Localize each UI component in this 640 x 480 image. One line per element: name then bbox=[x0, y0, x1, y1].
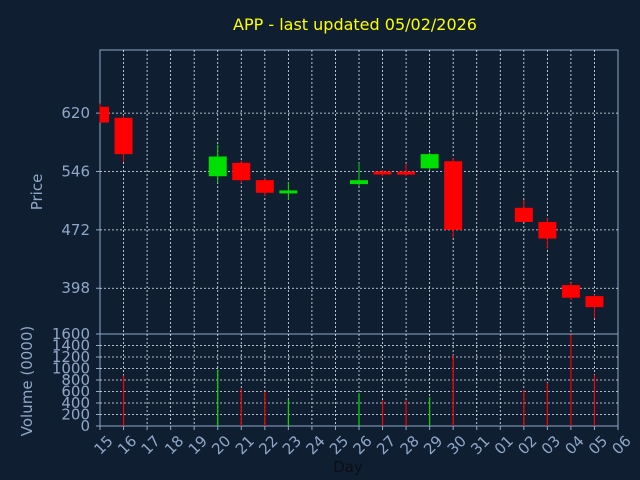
candle-04 bbox=[561, 282, 580, 301]
price-tick-label: 398 bbox=[61, 279, 90, 297]
price-tick-label: 546 bbox=[61, 162, 90, 180]
candle-body bbox=[208, 156, 227, 177]
candle-body bbox=[232, 162, 251, 181]
price-axis-label: Price bbox=[28, 174, 46, 211]
candle-02 bbox=[514, 199, 533, 222]
volume-tick-label: 1000 bbox=[52, 360, 90, 378]
candle-29 bbox=[420, 152, 439, 170]
candle-body bbox=[114, 117, 133, 155]
candle-body bbox=[397, 171, 416, 175]
grid bbox=[100, 50, 618, 426]
chart-title: APP - last updated 05/02/2026 bbox=[233, 15, 477, 34]
candle-body bbox=[585, 296, 604, 308]
candle-body bbox=[279, 190, 298, 194]
candle-body bbox=[100, 106, 109, 123]
candle-body bbox=[255, 180, 274, 193]
candle-27 bbox=[373, 169, 392, 177]
volume-tick-label: 200 bbox=[61, 406, 90, 424]
candle-30 bbox=[444, 158, 463, 238]
candle-23 bbox=[279, 181, 298, 200]
candle-body bbox=[350, 180, 368, 185]
candles bbox=[99, 103, 604, 319]
candle-body bbox=[373, 171, 392, 175]
volume-axis-label: Volume (0000) bbox=[18, 326, 36, 436]
candle-body bbox=[561, 285, 580, 298]
volume-tick-label: 400 bbox=[61, 394, 90, 412]
candle-20 bbox=[208, 144, 227, 183]
candle-22 bbox=[255, 177, 274, 196]
candle-05 bbox=[585, 294, 604, 319]
volume-tick-label: 800 bbox=[61, 371, 90, 389]
candle-16 bbox=[114, 115, 133, 163]
candle-body bbox=[420, 154, 439, 169]
price-tick-label: 472 bbox=[61, 221, 90, 239]
candle-body bbox=[514, 207, 533, 222]
candle-28 bbox=[397, 163, 416, 177]
volume-tick-label: 600 bbox=[61, 383, 90, 401]
candle-03 bbox=[538, 218, 557, 249]
volume-bars bbox=[122, 334, 596, 426]
candle-15 bbox=[99, 103, 109, 123]
volume-tick-label: 1400 bbox=[52, 337, 90, 355]
volume-tick-label: 1200 bbox=[52, 348, 90, 366]
price-axis: 398 472 546 620 bbox=[61, 104, 100, 297]
candle-body bbox=[538, 221, 557, 239]
volume-tick-label: 1600 bbox=[52, 325, 90, 343]
candle-26 bbox=[350, 162, 368, 186]
candle-21 bbox=[232, 160, 251, 184]
price-tick-label: 620 bbox=[61, 104, 90, 122]
candle-body bbox=[444, 161, 463, 230]
x-axis-label: Day bbox=[333, 458, 363, 476]
volume-tick-label: 0 bbox=[80, 417, 90, 435]
